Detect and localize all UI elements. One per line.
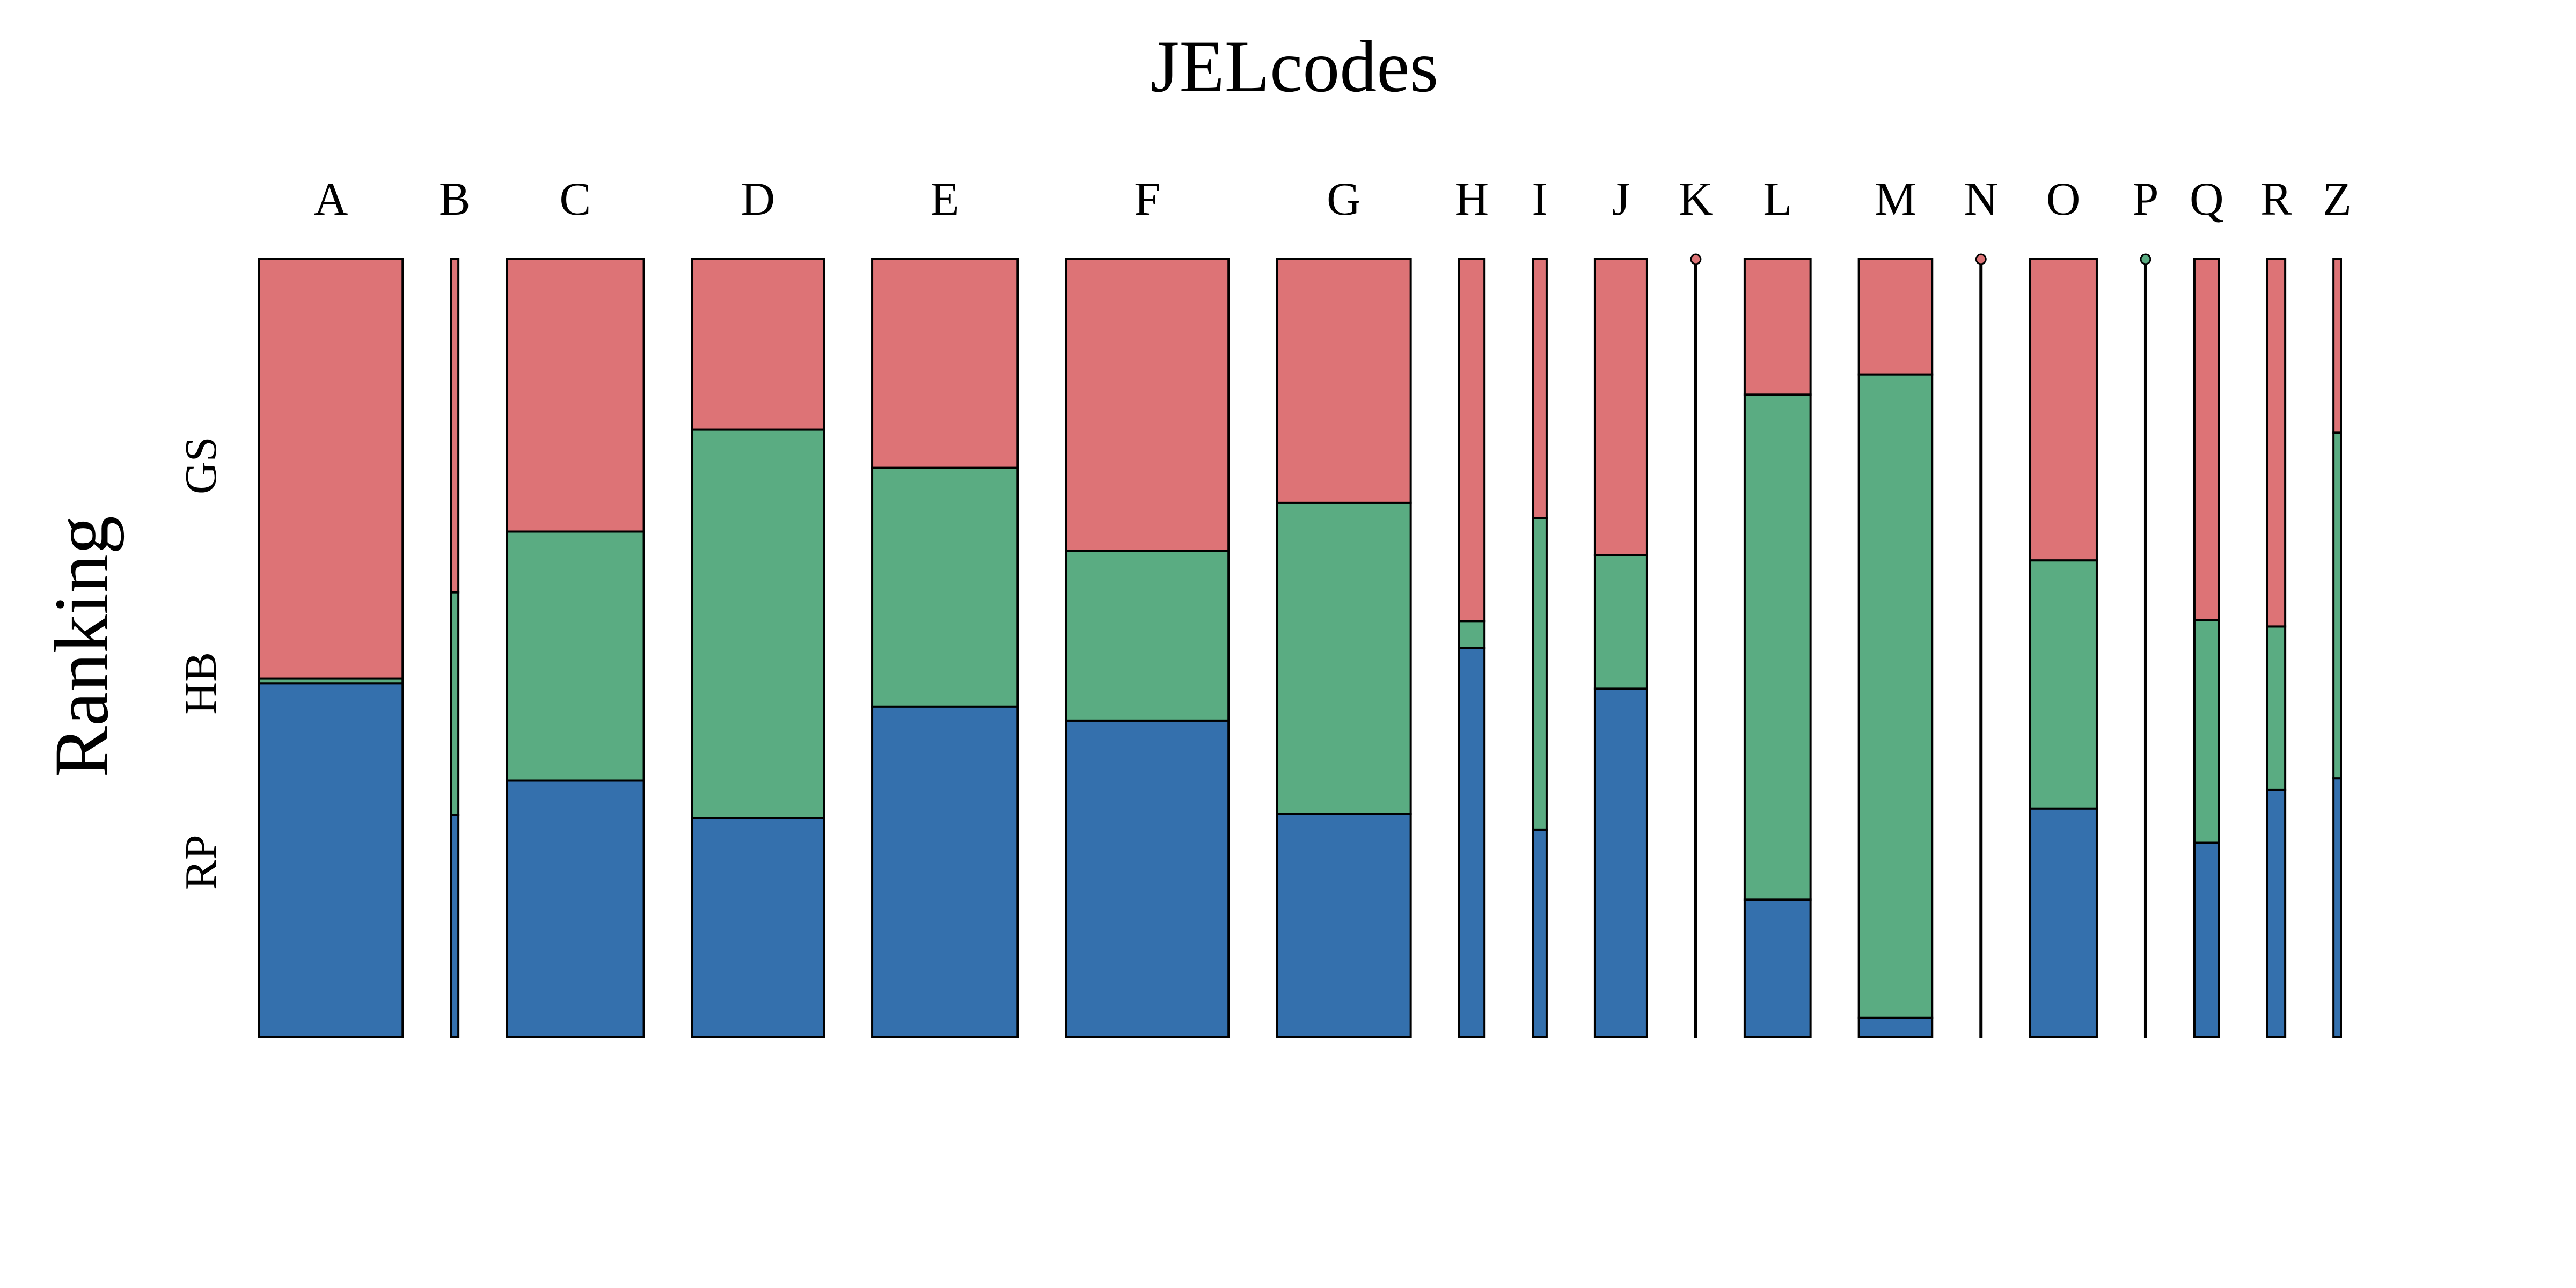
category-label-J: J — [1612, 173, 1630, 225]
segment-R-HB — [2266, 625, 2287, 791]
column-K — [1690, 253, 1702, 1038]
column-Z — [2332, 258, 2343, 1039]
column-F — [1065, 258, 1230, 1038]
segment-A-GS — [258, 258, 404, 680]
segment-R-RP — [2266, 788, 2287, 1039]
category-label-Q: Q — [2190, 173, 2224, 225]
category-label-E: E — [931, 173, 960, 225]
segment-H-HB — [1458, 620, 1486, 649]
segment-F-HB — [1065, 550, 1230, 722]
category-label-F: F — [1134, 173, 1160, 225]
segment-D-RP — [691, 817, 825, 1038]
segment-H-GS — [1458, 258, 1486, 623]
segment-C-GS — [506, 258, 645, 533]
category-label-R: R — [2260, 173, 2292, 225]
level-label-GS: GS — [176, 437, 226, 494]
segment-I-RP — [1532, 828, 1548, 1038]
segment-J-RP — [1593, 687, 1648, 1038]
segment-L-RP — [1743, 898, 1812, 1038]
category-label-O: O — [2046, 173, 2081, 225]
segment-B-RP — [450, 814, 460, 1039]
thin-column-marker-N — [1975, 253, 1987, 265]
segment-G-HB — [1276, 501, 1412, 815]
column-D — [691, 258, 825, 1038]
segment-H-RP — [1458, 647, 1486, 1038]
column-A — [258, 258, 404, 1038]
segment-M-RP — [1857, 1016, 1934, 1038]
segment-R-GS — [2266, 258, 2287, 628]
segment-I-HB — [1532, 517, 1548, 831]
column-I — [1532, 258, 1548, 1038]
segment-E-GS — [871, 258, 1019, 469]
segment-C-HB — [506, 530, 645, 782]
chart-title: JELcodes — [1151, 25, 1439, 107]
segment-E-RP — [871, 705, 1019, 1038]
category-label-P: P — [2132, 173, 2158, 225]
y-axis-title: Ranking — [39, 516, 125, 778]
segment-D-GS — [691, 258, 825, 431]
thin-column-marker-P — [2140, 253, 2151, 265]
column-G — [1276, 258, 1412, 1038]
segment-F-GS — [1065, 258, 1230, 552]
segment-M-HB — [1857, 373, 1934, 1019]
segment-O-RP — [2029, 807, 2098, 1038]
column-P — [2140, 253, 2151, 1038]
level-label-RP: RP — [176, 835, 226, 890]
segment-B-HB — [450, 591, 460, 816]
segment-O-GS — [2029, 258, 2098, 562]
column-H — [1458, 258, 1486, 1038]
category-label-Z: Z — [2323, 173, 2352, 225]
segment-Q-RP — [2193, 841, 2220, 1038]
column-O — [2029, 258, 2098, 1038]
segment-L-GS — [1743, 258, 1812, 396]
category-label-C: C — [559, 173, 591, 225]
category-label-H: H — [1455, 173, 1489, 225]
category-label-M: M — [1875, 173, 1916, 225]
level-label-HB: HB — [176, 652, 226, 715]
segment-D-HB — [691, 428, 825, 819]
column-N — [1975, 253, 1987, 1038]
segment-I-GS — [1532, 258, 1548, 519]
segment-L-HB — [1743, 393, 1812, 901]
segment-Z-RP — [2332, 777, 2343, 1039]
segment-G-GS — [1276, 258, 1412, 504]
segment-G-RP — [1276, 813, 1412, 1038]
category-label-L: L — [1763, 173, 1792, 225]
segment-Q-GS — [2193, 258, 2220, 621]
segment-J-GS — [1593, 258, 1648, 556]
segment-Z-HB — [2332, 431, 2343, 780]
column-R — [2266, 258, 2287, 1039]
segment-M-GS — [1857, 258, 1934, 376]
category-label-B: B — [439, 173, 471, 225]
category-label-G: G — [1327, 173, 1361, 225]
segment-B-GS — [450, 258, 460, 594]
category-label-D: D — [741, 173, 775, 225]
segment-A-RP — [258, 682, 404, 1038]
mosaic-columns — [258, 253, 2343, 1039]
column-J — [1593, 258, 1648, 1038]
thin-column-marker-K — [1690, 253, 1702, 265]
segment-E-HB — [871, 466, 1019, 708]
category-label-K: K — [1679, 173, 1713, 225]
category-label-N: N — [1964, 173, 1998, 225]
column-M — [1857, 258, 1934, 1038]
category-label-A: A — [314, 173, 348, 225]
segment-F-RP — [1065, 719, 1230, 1038]
column-L — [1743, 258, 1812, 1038]
column-Q — [2193, 258, 2220, 1038]
column-C — [506, 258, 645, 1038]
segment-J-HB — [1593, 554, 1648, 690]
column-B — [450, 258, 460, 1039]
segment-C-RP — [506, 779, 645, 1038]
segment-Q-HB — [2193, 619, 2220, 844]
category-label-I: I — [1532, 173, 1547, 225]
segment-Z-GS — [2332, 258, 2343, 434]
segment-O-HB — [2029, 559, 2098, 810]
column-E — [871, 258, 1019, 1038]
level-labels: RP HB GS — [176, 437, 226, 890]
